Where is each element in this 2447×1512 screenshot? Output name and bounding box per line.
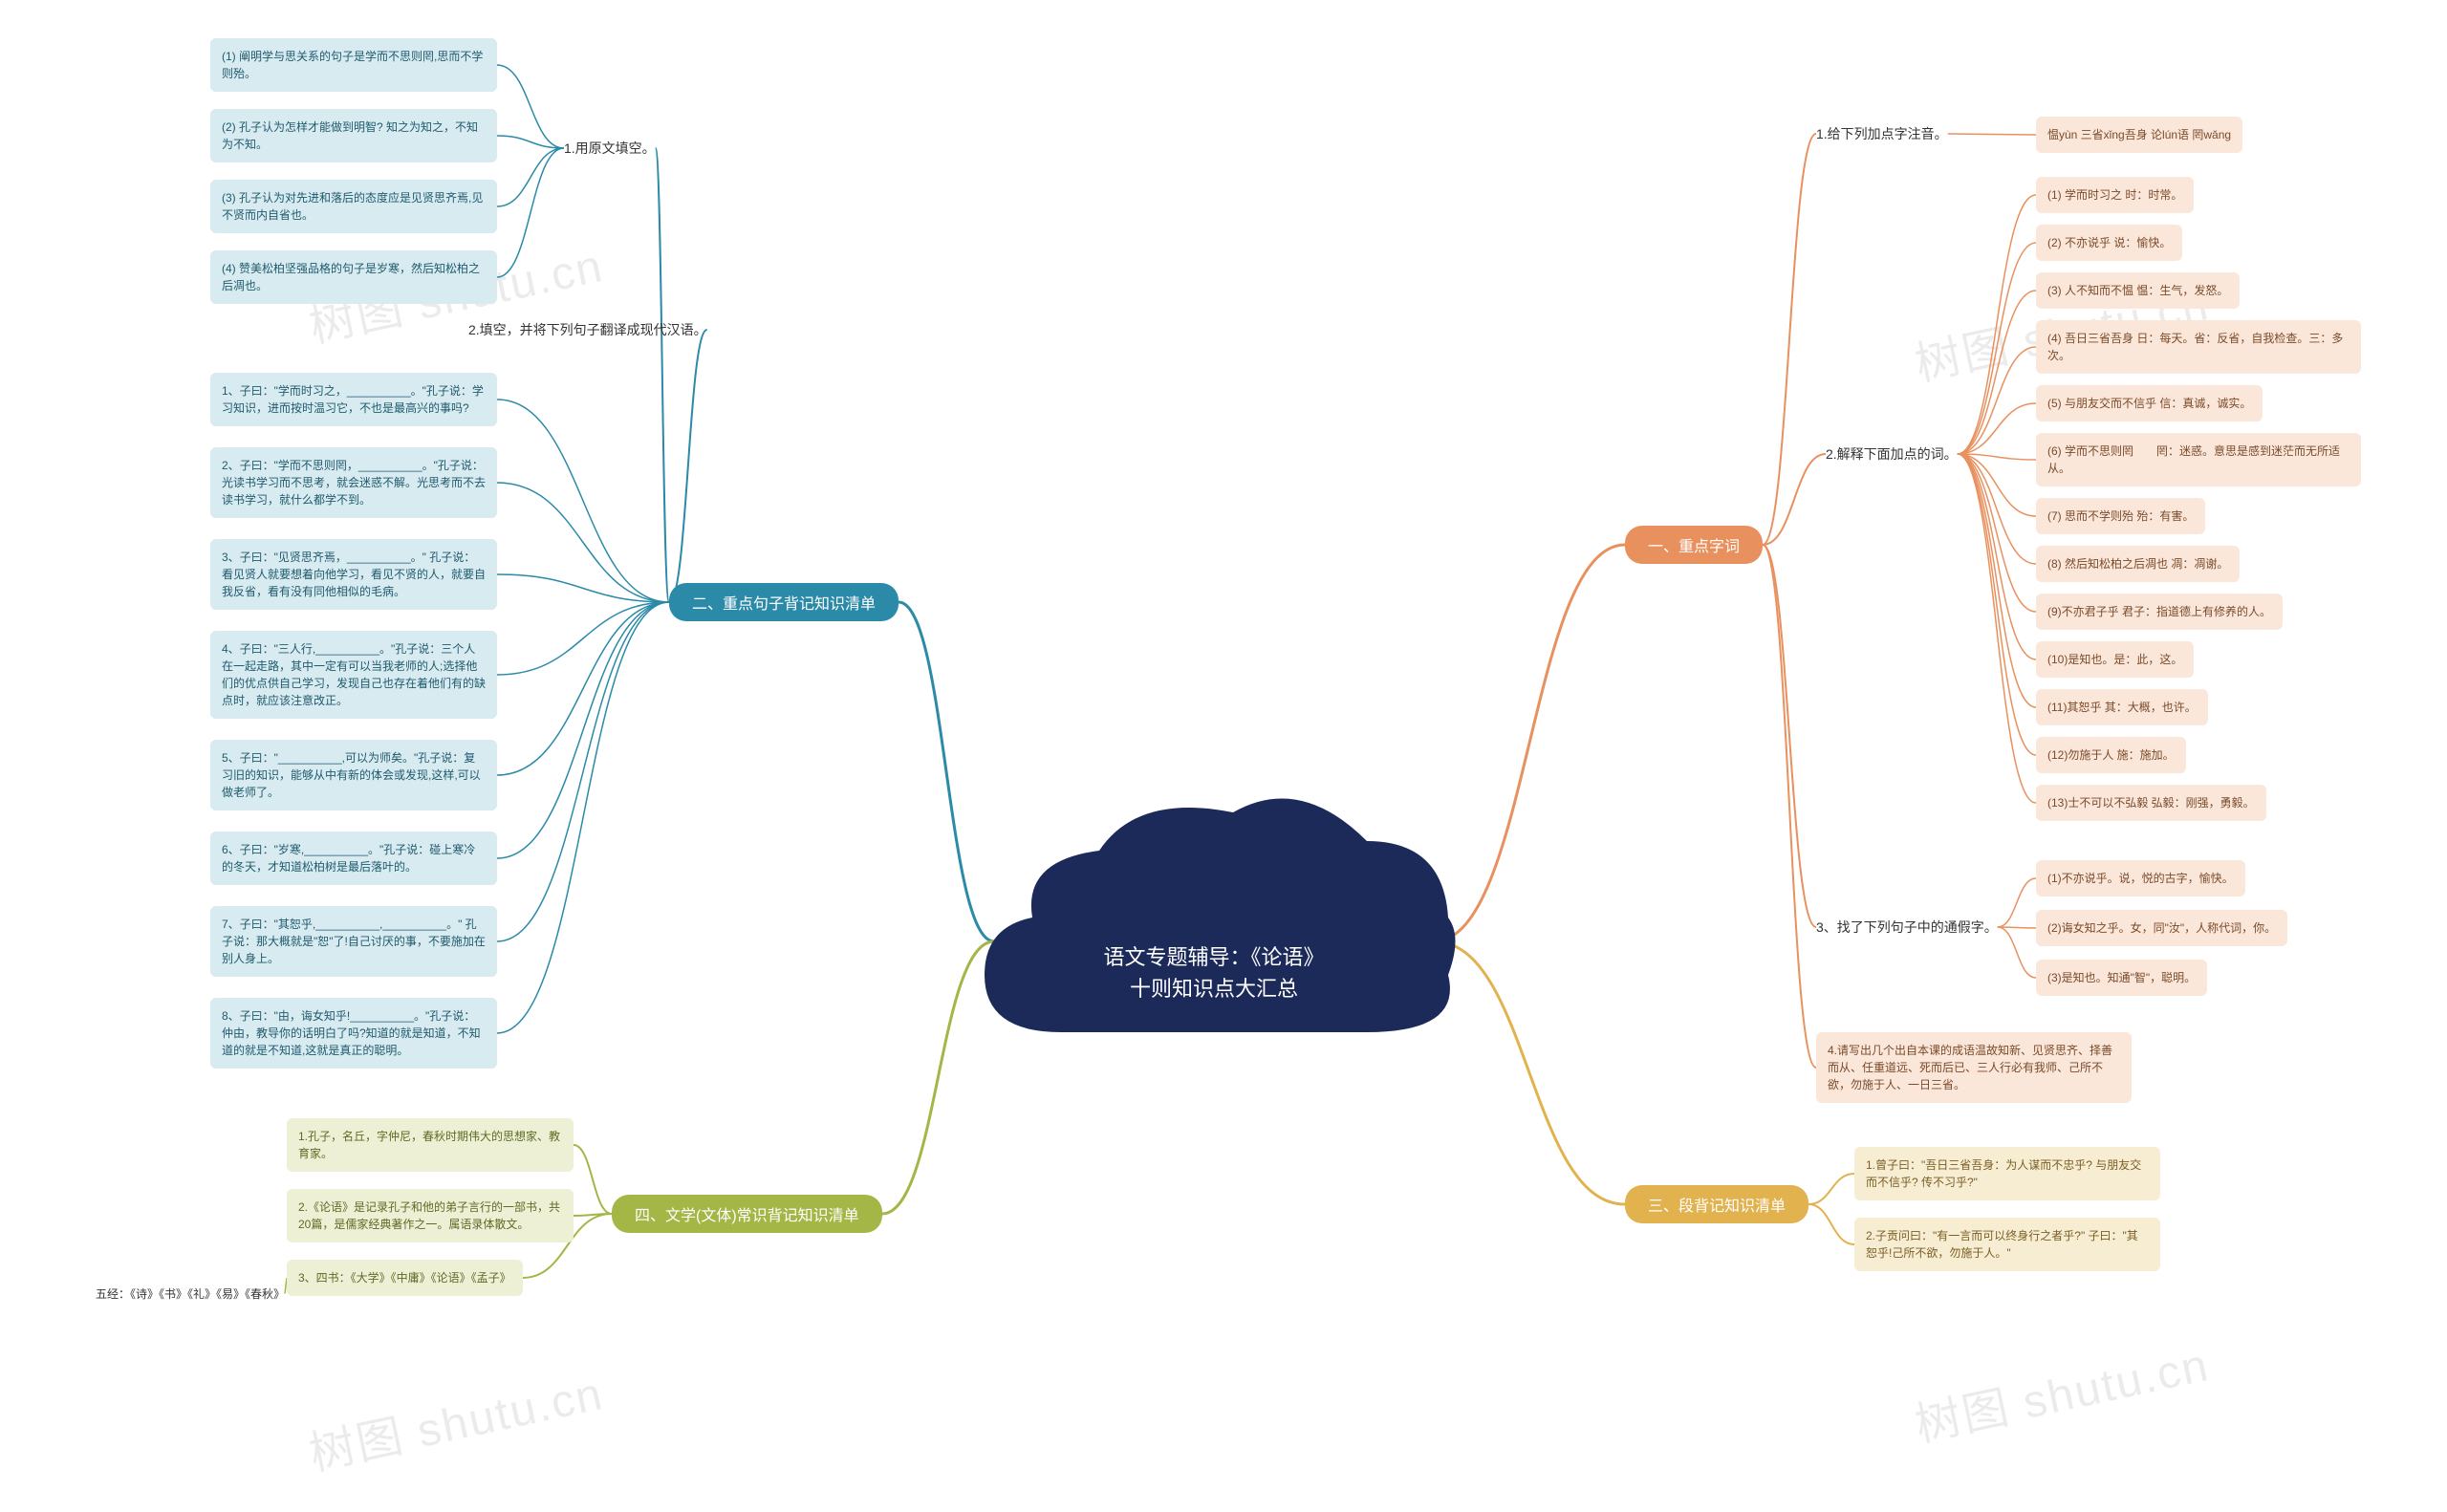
b1-sub3-leaf-1: (2)诲女知之乎。女，同"汝"，人称代词，你。	[2036, 910, 2287, 946]
b1-sub2-leaf-7: (8) 然后知松柏之后凋也 凋：凋谢。	[2036, 546, 2240, 582]
center-title-line2: 十则知识点大汇总	[1130, 977, 1298, 1001]
center-root-node: 语文专题辅导：《论语》 十则知识点大汇总	[965, 784, 1462, 1099]
b2-sub2-leaf-7: 8、子曰："由，诲女知乎!__________。"孔子说：仲由，教导你的话明白了…	[210, 998, 497, 1069]
b1-sub2-leaf-10: (11)其恕乎 其：大概，也许。	[2036, 689, 2208, 725]
b1-sub1-leaf: 愠yùn 三省xǐng吾身 论lún语 罔wǎng	[2036, 117, 2242, 153]
b2-sub2-leaf-5: 6、子曰："岁寒,__________。"孔子说：碰上寒冷的冬天，才知道松柏树是…	[210, 832, 497, 885]
b2-sub2-leaf-3: 4、子曰："三人行,__________。"孔子说：三个人在一起走路，其中一定有…	[210, 631, 497, 719]
b4-leaf-2: 3、四书：《大学》《中庸》《论语》《孟子》	[287, 1260, 523, 1296]
b2-sub1-leaf-1: (2) 孔子认为怎样才能做到明智? 知之为知之，不知为不知。	[210, 109, 497, 162]
b1-sub2-leaf-8: (9)不亦君子乎 君子：指道德上有修养的人。	[2036, 594, 2283, 630]
b2-sub1-leaf-0: (1) 阐明学与思关系的句子是学而不思则罔,思而不学则殆。	[210, 38, 497, 92]
b4-extra-leaf: 五经：《诗》《书》《礼》《易》《春秋》	[96, 1285, 285, 1302]
b1-sub3-leaf-2: (3)是知也。知通"智"，聪明。	[2036, 960, 2207, 996]
b1-sub2-leaf-2: (3) 人不知而不愠 愠：生气，发怒。	[2036, 272, 2240, 309]
b2-sub1-label: 1.用原文填空。	[564, 139, 656, 158]
b2-sub2-leaf-1: 2、子曰："学而不思则罔，__________。"孔子说：光读书学习而不思考，就…	[210, 447, 497, 518]
center-title-line1: 语文专题辅导：《论语》	[1103, 945, 1324, 969]
b1-sub4-leaf: 4.请写出几个出自本课的成语温故知新、见贤思齐、择善而从、任重道远、死而后已、三…	[1816, 1032, 2132, 1103]
b2-sub1-leaf-3: (4) 赞美松柏坚强品格的句子是岁寒，然后知松柏之后凋也。	[210, 250, 497, 304]
b1-sub3-label: 3、找了下列句子中的通假字。	[1816, 918, 1998, 937]
b1-sub2-leaf-11: (12)勿施于人 施：施加。	[2036, 737, 2186, 773]
b1-sub2-leaf-0: (1) 学而时习之 时：时常。	[2036, 177, 2194, 213]
b1-sub2-leaf-4: (5) 与朋友交而不信乎 信：真诚，诚实。	[2036, 385, 2263, 421]
b3-leaf-0: 1.曾子曰："吾日三省吾身：为人谋而不忠乎? 与朋友交而不信乎? 传不习乎?"	[1854, 1147, 2160, 1200]
watermark: 树图 shutu.cn	[302, 1355, 609, 1483]
b4-leaf-1: 2.《论语》是记录孔子和他的弟子言行的一部书，共20篇，是儒家经典著作之一。属语…	[287, 1189, 574, 1242]
b2-sub2-label: 2.填空，并将下列句子翻译成现代汉语。	[468, 320, 707, 339]
b2-sub2-leaf-2: 3、子曰："见贤思齐焉，__________。" 孔子说：看见贤人就要想着向他学…	[210, 539, 497, 610]
b1-sub2-leaf-5: (6) 学而不思则罔 罔：迷惑。意思是感到迷茫而无所适从。	[2036, 433, 2361, 486]
b2-sub2-leaf-0: 1、子曰："学而时习之，__________。"孔子说：学习知识，进而按时温习它…	[210, 373, 497, 426]
watermark: 树图 shutu.cn	[1908, 1327, 2215, 1455]
b1-sub2-leaf-3: (4) 吾日三省吾身 日：每天。省：反省，自我检查。三：多次。	[2036, 320, 2361, 374]
b1-sub2-leaf-6: (7) 思而不学则殆 殆：有害。	[2036, 498, 2205, 534]
b2-sub2-leaf-6: 7、子曰："其恕乎,__________,__________。" 孔子说：那大…	[210, 906, 497, 977]
branch-1-vocab: 一、重点字词	[1625, 526, 1763, 564]
b3-leaf-1: 2.子贡问曰："有一言而可以终身行之者乎?" 子曰："其恕乎!己所不欲，勿施于人…	[1854, 1218, 2160, 1271]
b4-leaf-0: 1.孔子，名丘，字仲尼，春秋时期伟大的思想家、教育家。	[287, 1118, 574, 1172]
b1-sub1-label: 1.给下列加点字注音。	[1816, 124, 1948, 143]
b1-sub2-label: 2.解释下面加点的词。	[1826, 444, 1958, 464]
b2-sub1-leaf-2: (3) 孔子认为对先进和落后的态度应是见贤思齐焉,见不贤而内自省也。	[210, 180, 497, 233]
b1-sub3-leaf-0: (1)不亦说乎。说，悦的古字，愉快。	[2036, 860, 2245, 896]
b1-sub2-leaf-1: (2) 不亦说乎 说：愉快。	[2036, 225, 2182, 261]
b1-sub2-leaf-12: (13)士不可以不弘毅 弘毅：刚强，勇毅。	[2036, 785, 2266, 821]
center-title: 语文专题辅导：《论语》 十则知识点大汇总	[965, 941, 1462, 1004]
b1-sub2-leaf-9: (10)是知也。是：此，这。	[2036, 641, 2194, 678]
branch-2-sentences: 二、重点句子背记知识清单	[669, 583, 899, 621]
b2-sub2-leaf-4: 5、子曰："__________,可以为师矣。"孔子说：复习旧的知识，能够从中有…	[210, 740, 497, 810]
branch-3-paragraphs: 三、段背记知识清单	[1625, 1185, 1808, 1223]
branch-4-literary: 四、文学(文体)常识背记知识清单	[612, 1195, 882, 1233]
